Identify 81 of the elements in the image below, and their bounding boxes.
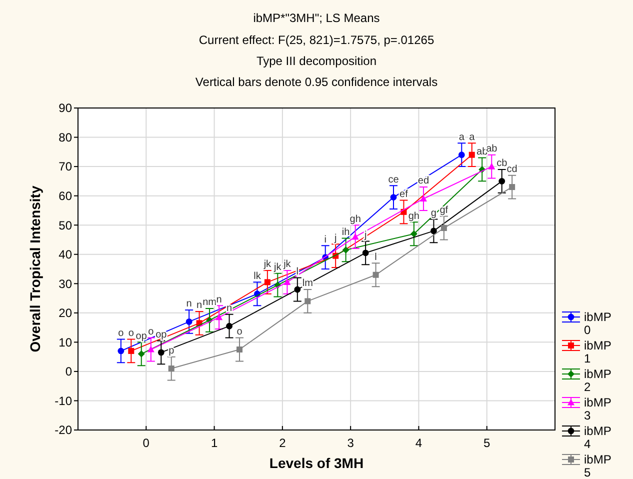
annotation: j: [333, 232, 337, 244]
annotation: j: [363, 230, 367, 241]
point: [304, 298, 311, 304]
annotation: l: [296, 266, 299, 278]
y-tick-label: 10: [58, 335, 72, 350]
point: [118, 348, 124, 354]
y-tick-label: 60: [58, 189, 72, 204]
annotation: jk: [273, 262, 282, 274]
annotation: ed: [418, 176, 430, 187]
annotation: n: [186, 298, 192, 310]
y-tick-label: 20: [58, 306, 72, 320]
y-tick-label: -20: [54, 423, 72, 438]
chart-title: ibMP*"3MH"; LS Means: [253, 11, 380, 25]
point: [390, 194, 397, 200]
point: [147, 346, 154, 352]
point: [342, 246, 350, 254]
point: [509, 184, 516, 190]
point: [468, 152, 475, 158]
annotation: cb: [496, 158, 508, 170]
point: [158, 349, 164, 356]
y-axis-title: Overall Tropical Intensity: [27, 186, 43, 352]
point: [138, 350, 145, 358]
point: [430, 228, 437, 234]
chart-subtitle: Current effect: F(25, 821)=1.7575, p=.01265 Type III decomposition Vertical bars denote 0.95 confidence intervals: [195, 33, 438, 89]
point: [226, 322, 232, 330]
annotation: p: [168, 346, 175, 357]
x-tick-label: 3: [347, 436, 354, 450]
annotation: o: [128, 328, 134, 339]
annotation: n: [216, 294, 222, 306]
annotation: ih: [342, 226, 350, 238]
annotation: a: [469, 132, 476, 143]
legend-label: ibMP 5: [584, 452, 612, 479]
annotation: ab: [486, 144, 498, 155]
annotation: i: [324, 234, 326, 246]
point: [186, 318, 192, 325]
annotation: ce: [388, 174, 400, 186]
y-tick-label: 80: [58, 130, 72, 144]
annotation: op: [136, 330, 148, 342]
point: [488, 162, 496, 170]
x-axis-title: Levels of 3MH: [269, 455, 364, 471]
y-tick-label: 30: [58, 276, 72, 291]
annotation: lk: [254, 270, 262, 282]
point: [264, 279, 270, 286]
point: [236, 346, 242, 352]
x-tick-label: 2: [279, 436, 286, 450]
annotation: gh: [350, 214, 361, 225]
annotation: ef: [400, 188, 408, 200]
point: [352, 233, 359, 240]
y-tick-label: 90: [58, 101, 72, 116]
point: [458, 152, 465, 158]
annotation: nm: [202, 297, 216, 308]
y-tick-label: -10: [54, 394, 72, 408]
annotation: o: [236, 326, 243, 338]
x-tick-label: 5: [484, 436, 491, 450]
annotation: a: [458, 132, 465, 143]
point: [362, 250, 369, 256]
x-tick-label: 4: [415, 436, 422, 450]
annotation: jk: [282, 259, 292, 270]
annotation: n: [196, 300, 202, 312]
point: [410, 230, 418, 238]
annotation: gf: [440, 205, 448, 216]
annotation: cd: [506, 164, 518, 176]
x-tick-label: 1: [210, 436, 218, 450]
annotation: o: [148, 326, 154, 338]
point: [498, 178, 506, 184]
point: [168, 366, 174, 372]
y-tick-label: 40: [58, 248, 72, 262]
point: [128, 348, 134, 354]
point: [294, 286, 301, 293]
y-tick-label: 70: [58, 160, 72, 174]
point: [284, 278, 291, 285]
annotation: jk: [262, 259, 272, 270]
annotation: gh: [408, 210, 420, 222]
point: [372, 272, 379, 278]
point: [216, 314, 223, 320]
y-tick-label: 50: [58, 218, 72, 232]
x-tick-label: 0: [142, 436, 150, 450]
annotation: o: [118, 328, 124, 339]
y-tick-label: 0: [65, 364, 72, 379]
annotation: l: [374, 252, 377, 263]
point: [440, 225, 447, 232]
